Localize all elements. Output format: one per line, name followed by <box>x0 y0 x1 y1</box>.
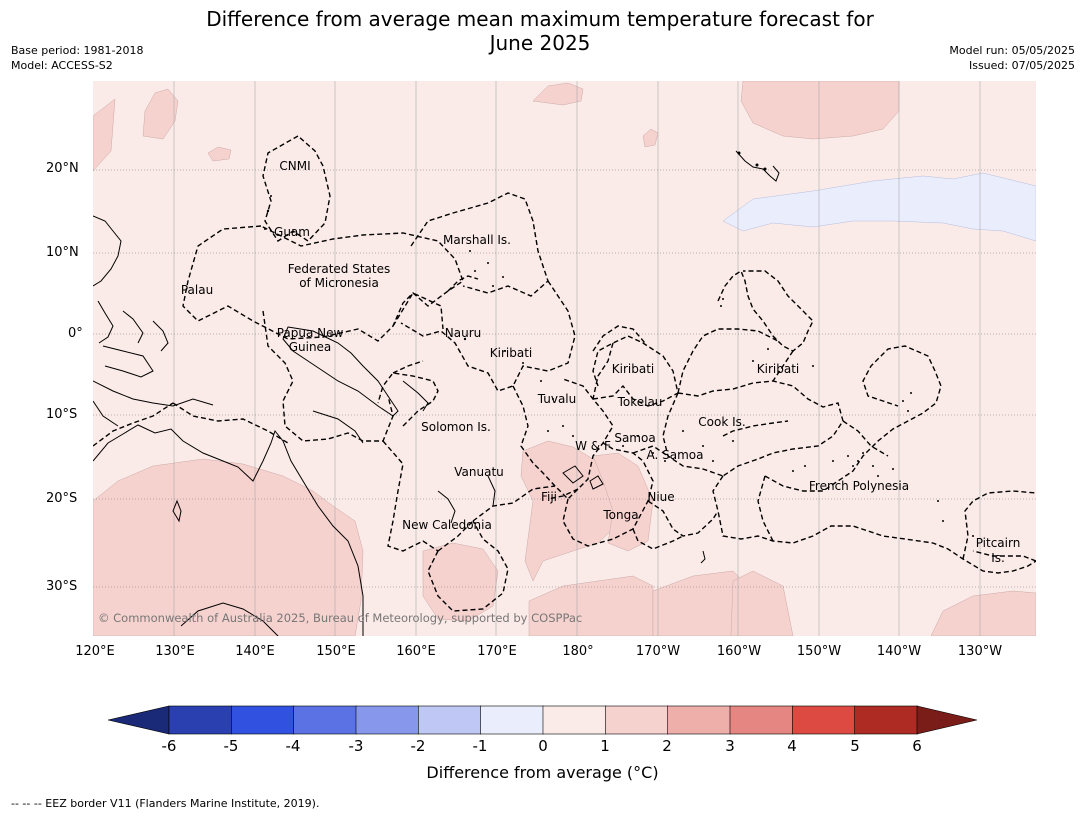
colorbar-tick-m6: -6 <box>161 737 177 755</box>
colorbar-tick-2: 2 <box>662 737 672 755</box>
colorbar-tick-3: 3 <box>725 737 735 755</box>
lon-label-140w: 140°W <box>876 644 922 659</box>
colorbar-tick-m5: -5 <box>223 737 239 755</box>
colorbar-segments <box>107 705 978 735</box>
model-run: Model run: 05/05/2025 <box>949 44 1075 57</box>
colorbar-segment <box>605 705 669 735</box>
map-title-line1: Difference from average mean maximum tem… <box>206 7 874 31</box>
colorbar-tick-m1: -1 <box>472 737 488 755</box>
run-info: Model run: 05/05/2025 Issued: 07/05/2025 <box>949 43 1075 73</box>
colorbar-tick-m3: -3 <box>348 737 364 755</box>
colorbar-segment <box>480 705 544 735</box>
colorbar-segment <box>418 705 482 735</box>
colorbar-segment <box>168 705 233 735</box>
map-panel: CNMI Guam Marshall Is. Federated States … <box>93 81 1036 636</box>
coastlines <box>93 150 780 636</box>
label-tokelau: Tokelau <box>617 395 663 409</box>
colorbar-title: Difference from average (°C) <box>426 763 659 782</box>
model-name: Model: ACCESS-S2 <box>11 59 113 72</box>
label-pitcairn-line1: Pitcairn <box>975 536 1021 550</box>
lon-label-130e: 130°E <box>155 644 195 659</box>
label-vanuatu: Vanuatu <box>454 465 504 479</box>
label-guam: Guam <box>274 225 310 239</box>
label-french-polynesia: French Polynesia <box>808 479 910 493</box>
colorbar-segment <box>293 705 357 735</box>
label-niue: Niue <box>647 490 675 504</box>
lon-label-170e: 170°E <box>477 644 517 659</box>
lon-label-160w: 160°W <box>716 644 762 659</box>
base-info: Base period: 1981-2018 Model: ACCESS-S2 <box>11 43 143 73</box>
map-title: Difference from average mean maximum tem… <box>170 7 910 55</box>
issued-date: Issued: 07/05/2025 <box>968 59 1075 72</box>
label-kiribati-east: Kiribati <box>756 362 800 376</box>
colorbar <box>107 705 978 735</box>
label-png-line1: Papua New <box>276 326 344 340</box>
lat-label-20n: 20°N <box>46 161 79 176</box>
label-solomon-islands: Solomon Is. <box>421 420 491 434</box>
label-fsm-line2: of Micronesia <box>299 276 379 290</box>
colorbar-tick-m2: -2 <box>410 737 426 755</box>
latitude-gridlines <box>93 169 1036 588</box>
label-pitcairn-line2: Is. <box>991 551 1005 565</box>
colorbar-extend-low <box>107 705 170 735</box>
colorbar-segment <box>231 705 295 735</box>
label-new-caledonia: New Caledonia <box>402 518 492 532</box>
colorbar-extend-high <box>916 705 978 735</box>
colorbar-tick-4: 4 <box>787 737 797 755</box>
label-nauru: Nauru <box>444 326 482 340</box>
eez-footnote: -- -- -- EEZ border V11 (Flanders Marine… <box>11 797 320 810</box>
lon-label-150w: 150°W <box>796 644 842 659</box>
base-period: Base period: 1981-2018 <box>11 44 144 57</box>
label-american-samoa: A. Samoa <box>646 448 704 462</box>
label-fsm-line1: Federated States <box>287 262 391 276</box>
lat-label-30s: 30°S <box>46 579 78 594</box>
lat-label-10s: 10°S <box>46 407 78 422</box>
colorbar-tick-m4: -4 <box>285 737 301 755</box>
lat-label-10n: 10°N <box>46 245 79 260</box>
copyright-notice: © Commonwealth of Australia 2025, Bureau… <box>98 611 583 625</box>
colorbar-segment <box>854 705 918 735</box>
colorbar-segment <box>791 705 856 735</box>
lon-label-150e: 150°E <box>316 644 356 659</box>
cool-anomaly <box>722 172 1036 242</box>
colorbar-segment <box>355 705 420 735</box>
lon-label-130w: 130°W <box>957 644 1003 659</box>
map-graphics <box>93 81 1036 636</box>
label-marshall-islands: Marshall Is. <box>443 233 511 247</box>
map-title-line2: June 2025 <box>489 31 591 55</box>
lon-label-170w: 170°W <box>635 644 681 659</box>
label-wallis-futuna: W & F <box>575 439 611 453</box>
lat-label-0: 0° <box>68 326 83 341</box>
label-kiribati-west: Kiribati <box>489 346 533 360</box>
label-fiji: Fiji <box>540 490 558 504</box>
longitude-gridlines <box>173 81 981 636</box>
label-tuvalu: Tuvalu <box>537 392 577 406</box>
colorbar-tick-0: 0 <box>538 737 548 755</box>
small-islands <box>264 151 974 537</box>
eez-borders <box>93 135 1036 612</box>
colorbar-segment <box>729 705 794 735</box>
colorbar-segment <box>542 705 607 735</box>
label-tonga: Tonga <box>603 508 639 522</box>
anomaly-shading <box>93 81 1036 636</box>
label-png-line2: Guinea <box>288 340 332 354</box>
lon-label-140e: 140°E <box>235 644 275 659</box>
colorbar-tick-6: 6 <box>912 737 922 755</box>
label-cnmi: CNMI <box>279 159 311 173</box>
label-cook-islands: Cook Is. <box>698 415 746 429</box>
label-samoa: Samoa <box>614 431 656 445</box>
lon-label-120e: 120°E <box>75 644 115 659</box>
colorbar-tick-1: 1 <box>600 737 610 755</box>
colorbar-segment <box>667 705 731 735</box>
lon-label-180: 180° <box>562 644 594 659</box>
colorbar-tick-5: 5 <box>850 737 860 755</box>
lat-label-20s: 20°S <box>46 491 78 506</box>
label-kiribati-central: Kiribati <box>611 362 655 376</box>
lon-label-160e: 160°E <box>396 644 436 659</box>
label-palau: Palau <box>180 283 214 297</box>
